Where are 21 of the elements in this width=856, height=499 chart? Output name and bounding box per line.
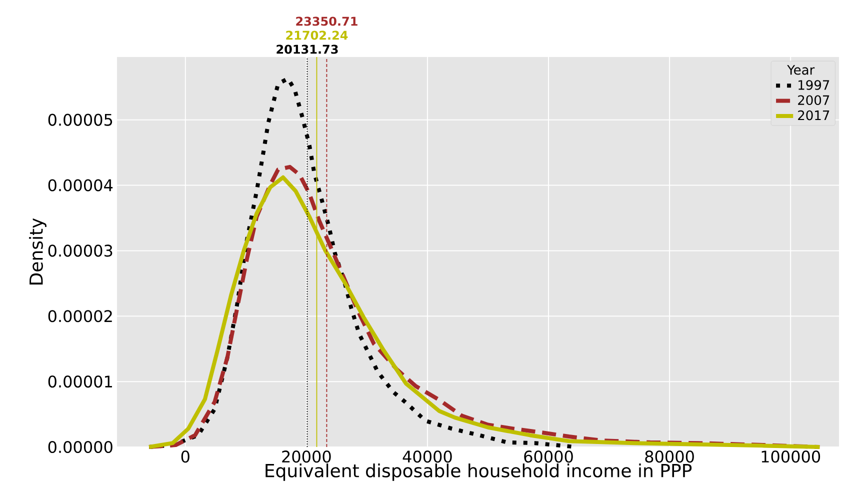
x-tick-label: 20000 [282,450,331,463]
ref-line-label: 21702.24 [286,30,348,40]
legend-title: Year [787,65,815,75]
x-tick-label: 60000 [524,450,573,463]
y-tick-label: 0.00003 [48,244,112,257]
y-tick-label: 0.00002 [48,310,112,322]
y-tick-label: 0.00005 [48,114,112,126]
y-tick-label: 0.00000 [48,440,112,454]
legend-label: 1997 [798,80,830,90]
x-axis-title: Equivalent disposable household income in PPP [266,464,692,481]
legend-label: 2017 [798,110,830,120]
x-tick-label: 40000 [402,450,452,463]
x-tick-label: 80000 [645,450,694,463]
y-tick-label: 0.00004 [48,179,113,192]
legend-label: 2007 [798,95,830,106]
x-tick-label: 100000 [762,450,820,463]
y-tick-label: 0.00001 [48,376,112,388]
ref-line-label: 20131.73 [276,44,338,54]
ref-line-label: 23350.71 [296,16,358,26]
x-tick-label: 0 [181,450,190,463]
y-axis-title: Density [29,218,46,284]
